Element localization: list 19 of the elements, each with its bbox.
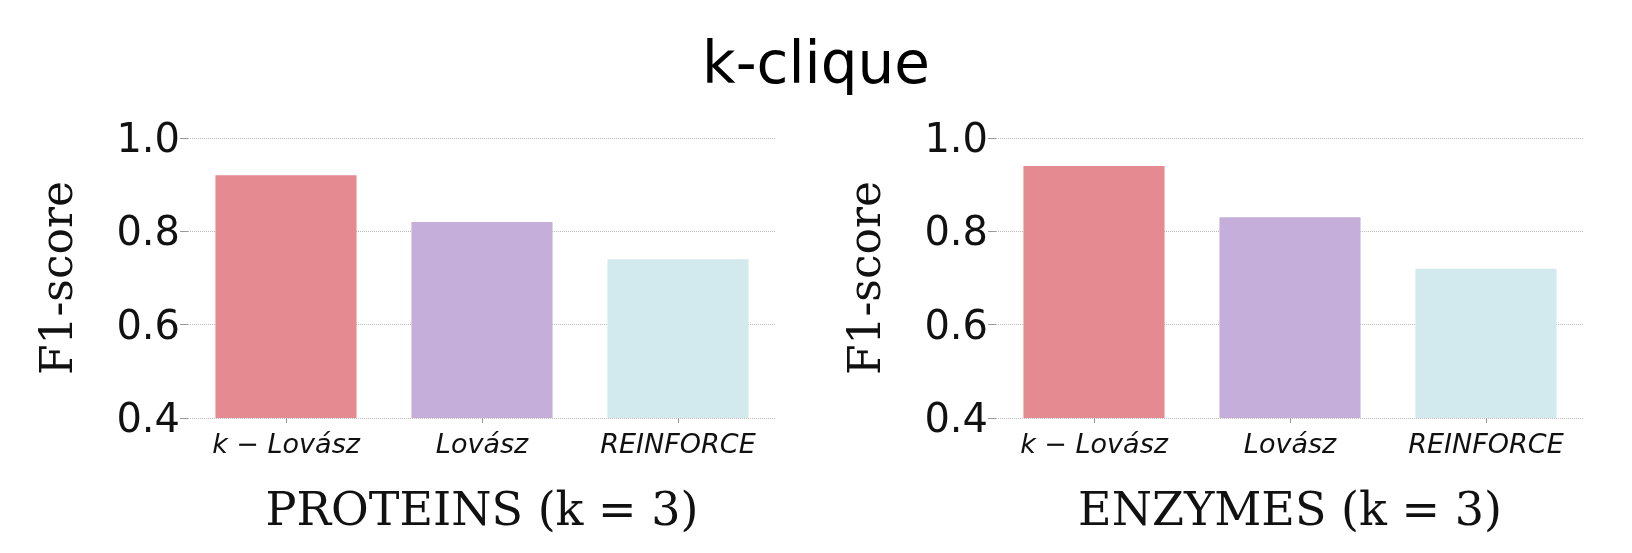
x-tick-label: REINFORCE bbox=[600, 428, 756, 459]
y-tick-label: 0.6 bbox=[924, 301, 988, 348]
y-tick-label: 0.6 bbox=[116, 301, 180, 348]
x-tick-label: k − Lovász bbox=[1020, 428, 1169, 459]
x-tick-label: k − Lovász bbox=[212, 428, 361, 459]
chart-title: k-clique bbox=[702, 29, 930, 97]
y-axis-title: F1-score bbox=[838, 180, 890, 376]
x-axis-title: PROTEINS (k = 3) bbox=[265, 482, 699, 536]
x-tick-label: Lovász bbox=[435, 428, 529, 459]
y-tick-label: 0.8 bbox=[924, 208, 988, 255]
y-tick-label: 1.0 bbox=[924, 115, 988, 161]
x-tick-label: Lovász bbox=[1243, 428, 1337, 459]
y-tick-label: 0.4 bbox=[116, 395, 180, 441]
x-tick-label: REINFORCE bbox=[1408, 428, 1564, 459]
x-axis-title: ENZYMES (k = 3) bbox=[1078, 482, 1502, 536]
y-axis-title: F1-score bbox=[30, 180, 82, 376]
y-tick-label: 1.0 bbox=[116, 115, 180, 161]
y-tick-label: 0.4 bbox=[924, 395, 988, 441]
y-tick-label: 0.8 bbox=[116, 208, 180, 255]
